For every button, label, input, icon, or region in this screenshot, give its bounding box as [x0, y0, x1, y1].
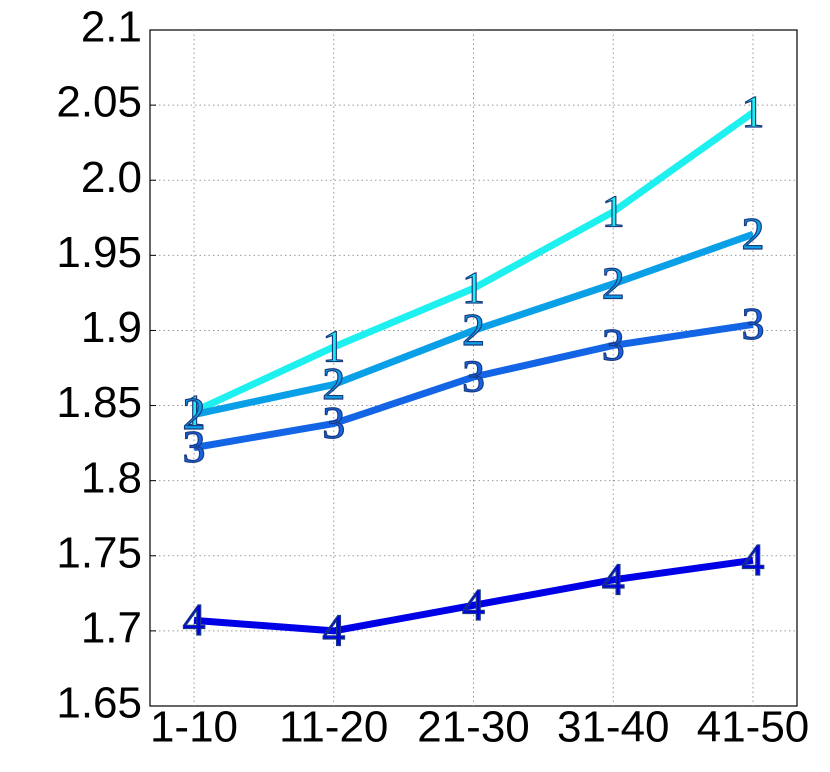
x-tick-label: 11-20: [279, 703, 388, 752]
y-tick-label: 2.05: [56, 78, 142, 127]
point-marker: 4: [602, 553, 625, 604]
point-marker: 2: [742, 208, 765, 259]
y-tick-label: 1.9: [81, 303, 142, 352]
x-tick-label: 1-10: [150, 703, 238, 752]
y-tick-label: 1.7: [81, 604, 142, 653]
point-marker: 2: [462, 304, 485, 355]
point-marker: 4: [183, 594, 206, 645]
y-tick-label: 1.95: [56, 228, 142, 277]
point-marker: 3: [602, 319, 625, 370]
x-tick-label: 21-30: [417, 703, 530, 752]
series-line: [193, 231, 755, 418]
point-marker: 4: [742, 534, 765, 585]
point-marker: 3: [742, 298, 765, 349]
series-line: [192, 109, 756, 415]
y-tick-label: 1.85: [56, 378, 142, 427]
point-marker: 1: [602, 185, 625, 236]
point-marker: 2: [322, 358, 345, 409]
point-marker: 2: [183, 388, 206, 439]
point-marker: 1: [183, 385, 206, 436]
point-marker: 1: [322, 321, 345, 372]
y-tick-label: 1.65: [56, 679, 142, 728]
point-marker: 3: [462, 351, 485, 402]
point-marker: 1: [462, 262, 485, 313]
point-marker: 3: [322, 397, 345, 448]
y-tick-label: 1.75: [56, 528, 142, 577]
point-marker: 4: [462, 579, 485, 630]
series-line: [193, 556, 754, 635]
y-tick-label: 1.8: [81, 453, 142, 502]
y-tick-label: 2.1: [81, 3, 142, 52]
x-tick-label: 41-50: [697, 703, 810, 752]
series-line: [193, 320, 754, 452]
point-marker: 3: [183, 421, 206, 472]
x-tick-label: 31-40: [557, 703, 670, 752]
y-tick-label: 2.0: [81, 153, 142, 202]
point-marker: 1: [742, 86, 765, 137]
point-marker: 4: [322, 604, 345, 655]
point-marker: 2: [602, 257, 625, 308]
